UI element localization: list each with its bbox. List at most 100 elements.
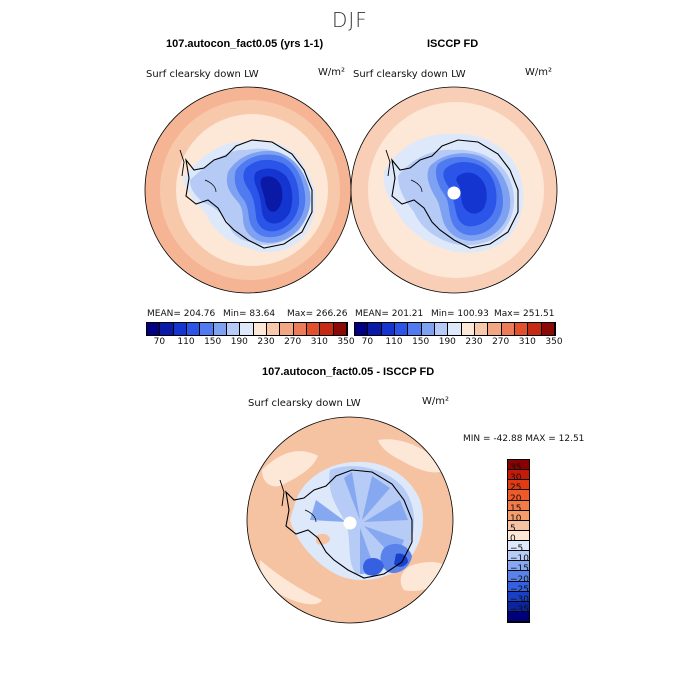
colorbar-tick-label: 190 xyxy=(230,337,248,347)
colorbar-tick-label: 30 xyxy=(510,473,522,484)
obs-map xyxy=(351,87,557,293)
colorbar-swatch xyxy=(508,561,529,572)
diff-units-label: W/m² xyxy=(422,396,450,407)
colorbar-swatch xyxy=(508,490,529,501)
diff-variable-label: Surf clearsky down LW xyxy=(248,398,361,409)
obs-max: Max= 251.51 xyxy=(494,309,555,319)
colorbar-swatch xyxy=(514,323,529,335)
colorbar-swatch xyxy=(508,510,529,521)
diff-map xyxy=(247,417,453,623)
colorbar-tick-label: −25 xyxy=(510,584,529,595)
colorbar-swatch xyxy=(306,323,321,335)
colorbar-swatch xyxy=(508,601,529,612)
colorbar-tick-label: 10 xyxy=(510,513,522,524)
colorbar-swatch xyxy=(381,323,395,335)
colorbar-swatch xyxy=(226,323,241,335)
model-map xyxy=(145,87,351,293)
colorbar-tick-label: 110 xyxy=(385,337,403,347)
obs-variable-label: Surf clearsky down LW xyxy=(353,69,466,80)
colorbar-swatch xyxy=(508,530,529,541)
colorbar-tick-label: 350 xyxy=(545,337,563,347)
obs-min: Min= 100.93 xyxy=(431,309,489,319)
colorbar-tick-label: 270 xyxy=(284,337,302,347)
colorbar-swatch xyxy=(253,323,267,335)
colorbar-swatch xyxy=(448,323,462,335)
colorbar-tick-label: −30 xyxy=(510,594,529,605)
colorbar-tick-label: −20 xyxy=(510,574,529,585)
model-min: Min= 83.64 xyxy=(223,309,276,319)
colorbar-tick-label: 230 xyxy=(465,337,483,347)
colorbar-tick-label: 20 xyxy=(510,493,522,504)
colorbar-swatch xyxy=(160,323,174,335)
model-max: Max= 266.26 xyxy=(287,309,348,319)
colorbar-swatch xyxy=(508,500,529,511)
colorbar-tick-label: 35 xyxy=(510,463,522,474)
colorbar-swatch xyxy=(280,323,294,335)
colorbar-swatch xyxy=(240,323,254,335)
colorbar-tick-label: −15 xyxy=(510,564,529,575)
colorbar-tick-label: 310 xyxy=(310,337,328,347)
colorbar-swatch xyxy=(474,323,489,335)
colorbar-swatch xyxy=(147,323,161,335)
colorbar-swatch xyxy=(508,480,529,491)
colorbar-tick-label: 310 xyxy=(518,337,536,347)
colorbar-tick-label: 70 xyxy=(361,337,374,347)
model-units-label: W/m² xyxy=(318,67,346,78)
colorbar-swatch xyxy=(200,323,214,335)
colorbar-tick-label: −5 xyxy=(510,544,524,555)
obs-mean: MEAN= 201.21 xyxy=(355,309,424,319)
colorbar-tick-label: 110 xyxy=(177,337,195,347)
colorbar-swatch xyxy=(508,460,529,471)
colorbar-swatch xyxy=(293,323,307,335)
colorbar-tick-label: 150 xyxy=(412,337,430,347)
model-mean: MEAN= 204.76 xyxy=(147,309,216,319)
colorbar-tick-label: 0 xyxy=(510,534,516,544)
colorbar-swatch xyxy=(508,591,529,602)
diff-min-max: MIN = -42.88 MAX = 12.51 xyxy=(463,434,585,444)
colorbar-swatch xyxy=(266,323,281,335)
colorbar-swatch xyxy=(508,571,529,582)
colorbar-swatch xyxy=(488,323,502,335)
colorbar-tick-label: 190 xyxy=(438,337,456,347)
colorbar-swatch xyxy=(394,323,409,335)
colorbar-tick-label: 70 xyxy=(153,337,166,347)
colorbar-swatch xyxy=(508,470,529,481)
colorbar-swatch xyxy=(408,323,422,335)
colorbar-tick-label: 230 xyxy=(257,337,275,347)
colorbar-tick-label: 150 xyxy=(204,337,222,347)
obs-units-label: W/m² xyxy=(525,67,553,78)
obs-colorbar xyxy=(354,322,556,336)
colorbar-tick-label: −35 xyxy=(510,604,529,615)
colorbar-swatch xyxy=(508,541,529,552)
colorbar-swatch xyxy=(186,323,201,335)
colorbar-tick-label: −10 xyxy=(510,554,529,565)
model-colorbar xyxy=(146,322,348,336)
colorbar-tick-label: 270 xyxy=(492,337,510,347)
colorbar-swatch xyxy=(434,323,449,335)
model-panel-title: 107.autocon_fact0.05 (yrs 1-1) xyxy=(166,38,324,50)
colorbar-swatch xyxy=(213,323,227,335)
colorbar-tick-label: 5 xyxy=(510,523,516,534)
diff-colorbar xyxy=(507,459,530,623)
colorbar-swatch xyxy=(508,551,529,562)
colorbar-swatch xyxy=(541,323,555,335)
colorbar-swatch xyxy=(501,323,515,335)
figure-title: DJF xyxy=(332,8,368,32)
colorbar-swatch xyxy=(333,323,347,335)
colorbar-swatch xyxy=(421,323,435,335)
colorbar-swatch xyxy=(461,323,475,335)
colorbar-swatch xyxy=(508,611,529,622)
colorbar-swatch xyxy=(355,323,369,335)
colorbar-swatch xyxy=(173,323,187,335)
diff-panel-title: 107.autocon_fact0.05 - ISCCP FD xyxy=(262,366,435,378)
colorbar-swatch xyxy=(528,323,542,335)
colorbar-tick-label: 15 xyxy=(510,503,522,514)
colorbar-tick-label: 350 xyxy=(337,337,355,347)
colorbar-swatch xyxy=(508,581,529,592)
obs-panel-title: ISCCP FD xyxy=(427,38,479,50)
colorbar-swatch xyxy=(508,520,529,531)
colorbar-swatch xyxy=(320,323,334,335)
colorbar-swatch xyxy=(368,323,382,335)
